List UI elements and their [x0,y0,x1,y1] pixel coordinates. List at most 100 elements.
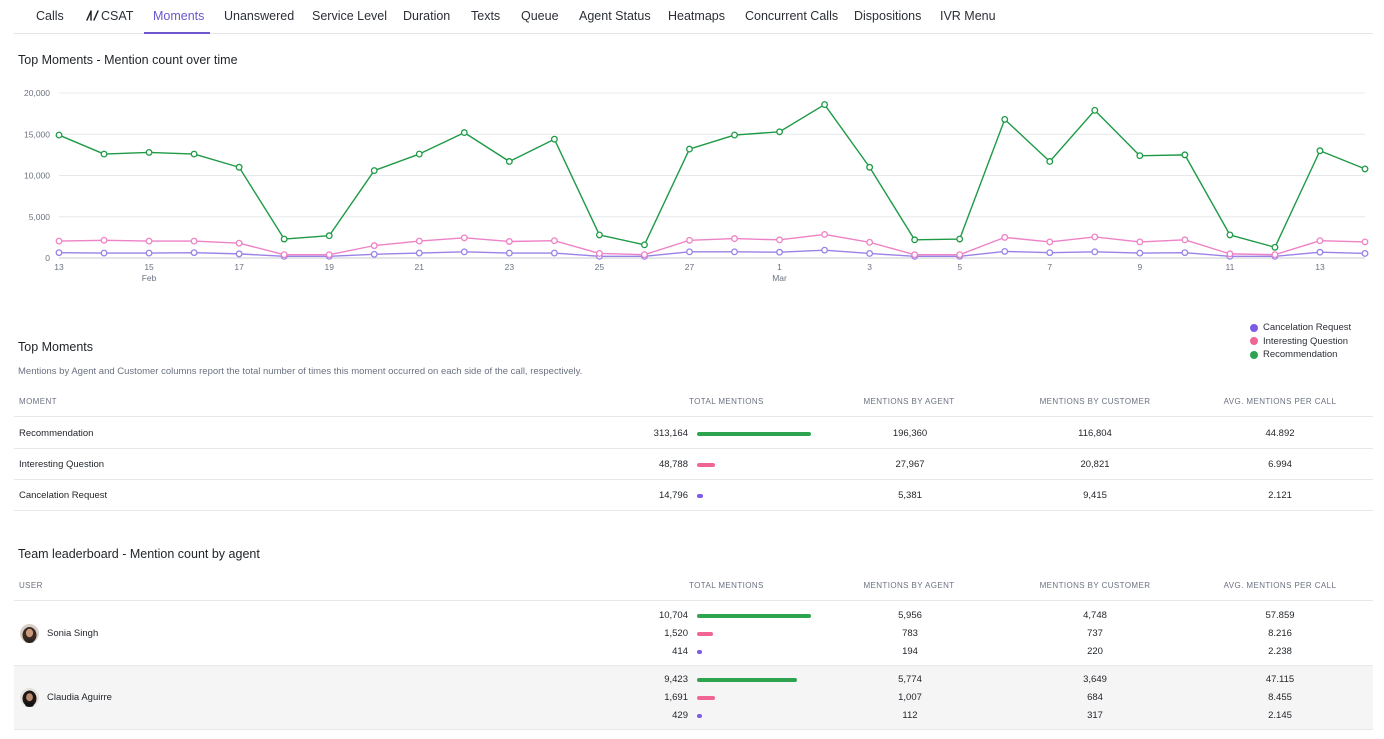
data-point [325,232,333,240]
column-header-mentions-by-agent[interactable]: MENTIONS BY AGENT [863,397,955,406]
data-point [145,237,153,245]
tab-duration[interactable]: Duration [403,9,451,23]
data-point [956,251,964,259]
mentions-by-customer-value: 684 [1087,692,1103,703]
x-tick-sublabel: Feb [142,273,157,283]
leaderboard-header: USER TOTAL MENTIONS MENTIONS BY AGENT ME… [14,571,1373,601]
moment-name: Cancelation Request [19,490,108,501]
legend-item-recommendation[interactable]: Recommendation [1250,348,1351,362]
legend-item-cancelation-request[interactable]: Cancelation Request [1250,321,1351,335]
data-point [866,163,874,171]
data-point [1091,248,1099,256]
total-mentions-value: 14,796 [658,490,688,501]
moment-row[interactable]: Interesting Question 48,788 27,967 20,821 6.… [14,449,1373,480]
data-point [1046,158,1054,165]
data-point [415,249,423,257]
data-point [190,150,198,158]
mentions-by-agent-value: 5,956 [898,610,922,621]
avatar [20,624,39,643]
data-point [370,167,378,174]
x-tick-label: 19 [324,262,334,272]
legend-item-interesting-question[interactable]: Interesting Question [1250,335,1351,349]
column-header-user[interactable]: USER [19,581,43,590]
column-header-total-mentions[interactable]: TOTAL MENTIONS [689,581,764,590]
mentions-by-agent-value: 27,967 [895,459,925,470]
column-header-total-mentions[interactable]: TOTAL MENTIONS [689,397,764,406]
data-point [190,237,198,245]
x-tick-label: 27 [685,262,695,272]
column-header-mentions-by-agent[interactable]: MENTIONS BY AGENT [863,581,955,590]
data-point [1046,249,1054,257]
moment-row[interactable]: Recommendation 313,164 196,360 116,804 44.89… [14,418,1373,449]
tab-dispositions[interactable]: Dispositions [854,9,922,23]
tab-unanswered[interactable]: Unanswered [224,9,295,23]
x-tick-label: 3 [867,262,872,272]
data-point [1361,238,1369,246]
x-tick-label: 23 [505,262,515,272]
tab-agent-status[interactable]: Agent Status [579,9,651,23]
chart-title: Top Moments - Mention count over time [18,53,238,67]
mentions-by-customer-value: 116,804 [1078,428,1112,439]
data-point [1226,250,1234,258]
mentions-by-agent-value: 1,007 [898,692,922,703]
mentions-by-customer-value: 20,821 [1080,459,1110,470]
tab-queue[interactable]: Queue [521,9,559,23]
data-point [1361,165,1369,173]
column-header-mentions-by-customer[interactable]: MENTIONS BY CUSTOMER [1039,397,1151,406]
mentions-by-customer-value: 3,649 [1083,674,1107,685]
y-tick-label: 5,000 [29,212,51,222]
y-tick-label: 0 [45,253,50,263]
data-point [1181,236,1189,244]
column-header-mentions-by-customer[interactable]: MENTIONS BY CUSTOMER [1039,581,1151,590]
data-point [1001,247,1009,255]
data-point [821,231,829,238]
avg-mentions-value: 2.121 [1268,490,1292,501]
mentions-by-agent-value: 783 [902,628,918,639]
data-point [55,249,63,257]
data-point [595,231,603,239]
series-line [58,233,1366,256]
leaderboard-row[interactable]: Sonia Singh [14,602,1373,666]
data-point [55,237,63,245]
column-header-avg-mentions[interactable]: AVG. MENTIONS PER CALL [1223,581,1337,590]
tab-service-level[interactable]: Service Level [312,9,388,23]
tab-calls[interactable]: Calls [36,9,64,23]
data-point [505,249,513,257]
data-point [1361,250,1369,257]
user-name[interactable]: Claudia Aguirre [47,692,112,703]
tab-concurrent-calls[interactable]: Concurrent Calls [745,9,839,23]
column-header-moment[interactable]: MOMENT [19,397,57,406]
data-point [505,158,513,165]
tab-moments[interactable]: Moments [153,9,205,23]
mentions-by-agent-value: 5,774 [898,674,922,685]
total-mentions-value: 429 [672,710,688,721]
x-tick-label: 13 [1315,262,1325,272]
data-point [145,148,153,156]
total-mentions-value: 48,788 [658,459,688,470]
x-tick-label: 15 [144,262,154,272]
data-point [1181,249,1189,257]
data-point [55,131,63,139]
avg-mentions-value: 6.994 [1268,459,1292,470]
moment-row[interactable]: Cancelation Request 14,796 5,381 9,415 2.121 [14,480,1373,511]
data-point [100,236,108,244]
data-point [370,250,378,258]
column-header-avg-mentions[interactable]: AVG. MENTIONS PER CALL [1223,397,1337,406]
x-tick-label: 9 [1137,262,1142,272]
tab-ivr-menu[interactable]: IVR Menu [940,9,996,23]
total-mentions-value: 10,704 [658,610,688,621]
data-point [911,251,919,259]
data-point [821,101,829,108]
data-point [686,236,693,244]
legend-swatch [1250,350,1258,359]
leaderboard-row[interactable]: Claudia Aguirre [14,666,1373,730]
tab-csat[interactable]: CSAT [86,9,133,23]
data-point [280,235,288,243]
data-point [235,163,243,171]
tab-texts[interactable]: Texts [471,9,501,23]
data-point [1001,233,1009,241]
avg-mentions-value: 8.455 [1268,692,1292,703]
user-name[interactable]: Sonia Singh [47,628,99,639]
data-point [1091,233,1099,241]
tab-heatmaps[interactable]: Heatmaps [668,9,725,23]
